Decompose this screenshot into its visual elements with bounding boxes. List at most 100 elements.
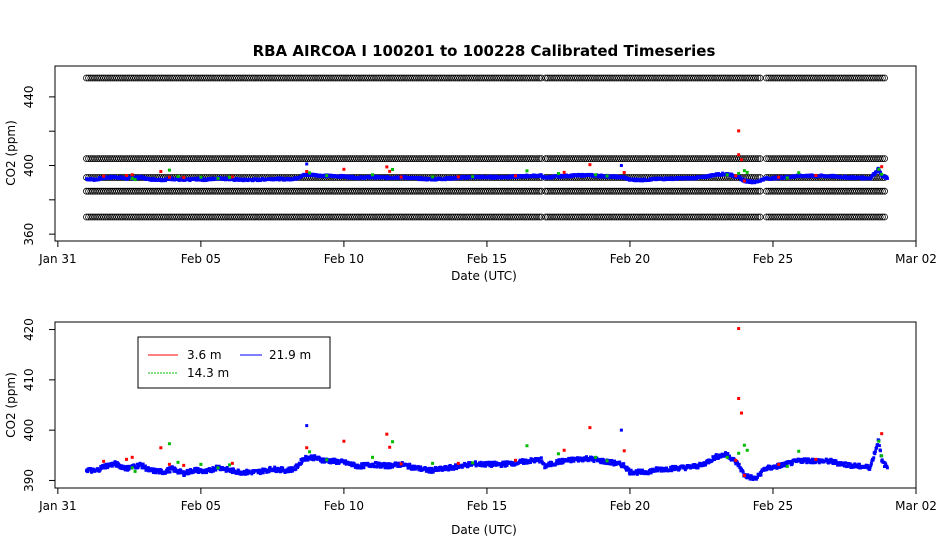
calibration-point bbox=[621, 213, 629, 221]
calibration-point bbox=[703, 187, 710, 195]
calibration-point bbox=[795, 155, 803, 163]
calibration-point bbox=[323, 213, 331, 221]
calibration-point bbox=[851, 155, 858, 163]
calibration-point bbox=[368, 74, 376, 82]
calibration-point bbox=[531, 74, 539, 82]
calibration-point bbox=[585, 155, 592, 163]
calibration-point bbox=[280, 74, 288, 82]
point-21-9m bbox=[312, 457, 316, 461]
calibration-point bbox=[89, 155, 97, 163]
calibration-point bbox=[130, 213, 138, 221]
calibration-point bbox=[346, 155, 354, 163]
point-21-9m bbox=[316, 457, 320, 461]
calibration-point bbox=[374, 187, 382, 195]
point-3-6m bbox=[399, 175, 403, 179]
calibration-point bbox=[685, 155, 693, 163]
calibration-point bbox=[696, 187, 704, 195]
calibration-point bbox=[726, 74, 734, 82]
point-3-6m bbox=[305, 170, 309, 174]
point-21-9m bbox=[168, 470, 172, 474]
calibration-point bbox=[115, 74, 122, 82]
point-21-9m bbox=[386, 466, 390, 470]
point-14-3m bbox=[797, 449, 801, 453]
calibration-point bbox=[866, 213, 873, 221]
calibration-point bbox=[346, 187, 354, 195]
calibration-point bbox=[449, 187, 457, 195]
point-21-9m bbox=[410, 467, 414, 471]
calibration-point bbox=[767, 74, 775, 82]
chart-title: RBA AIRCOA I 100201 to 100228 Calibrated… bbox=[253, 42, 716, 60]
calibration-point bbox=[160, 74, 168, 82]
calibration-point bbox=[582, 74, 590, 82]
point-3-6m bbox=[102, 174, 106, 178]
calibration-point bbox=[754, 213, 762, 221]
calibration-point bbox=[531, 155, 539, 163]
calibration-point bbox=[763, 187, 770, 195]
calibration-point bbox=[308, 155, 316, 163]
calibration-point bbox=[518, 213, 526, 221]
calibration-point bbox=[651, 187, 659, 195]
calibration-point bbox=[286, 213, 294, 221]
calibration-point bbox=[720, 155, 727, 163]
point-21-9m bbox=[613, 459, 616, 463]
calibration-point bbox=[162, 74, 170, 82]
calibration-point bbox=[859, 213, 867, 221]
calibration-point bbox=[793, 187, 800, 195]
calibration-point bbox=[555, 213, 562, 221]
calibration-point bbox=[155, 74, 163, 82]
calibration-point bbox=[645, 155, 652, 163]
calibration-point bbox=[115, 213, 122, 221]
calibration-point bbox=[250, 74, 258, 82]
calibration-point bbox=[119, 74, 127, 82]
point-21-9m bbox=[639, 471, 643, 475]
point-21-9m bbox=[622, 462, 626, 466]
calibration-point bbox=[621, 155, 629, 163]
calibration-point bbox=[286, 155, 294, 163]
calibration-point bbox=[503, 74, 511, 82]
calibration-point bbox=[567, 213, 575, 221]
calibration-point bbox=[104, 74, 112, 82]
calibration-point bbox=[516, 155, 524, 163]
calibration-point bbox=[602, 213, 609, 221]
calibration-point bbox=[111, 213, 118, 221]
calibration-point bbox=[836, 155, 843, 163]
calibration-point bbox=[130, 155, 138, 163]
calibration-point bbox=[271, 187, 279, 195]
calibration-point bbox=[243, 74, 251, 82]
calibration-point bbox=[773, 155, 781, 163]
calibration-point bbox=[464, 213, 472, 221]
point-21-9m bbox=[868, 465, 872, 469]
point-3-6m bbox=[777, 462, 781, 466]
point-3-6m bbox=[388, 169, 392, 173]
point-21-9m bbox=[227, 467, 231, 471]
calibration-point bbox=[89, 74, 97, 82]
point-21-9m bbox=[873, 172, 877, 176]
point-21-9m bbox=[528, 461, 532, 464]
calibration-point bbox=[653, 213, 661, 221]
point-14-3m bbox=[325, 458, 329, 462]
calibration-point bbox=[615, 74, 622, 82]
calibration-point bbox=[840, 74, 848, 82]
calibration-point bbox=[160, 187, 168, 195]
calibration-point bbox=[563, 74, 571, 82]
point-14-3m bbox=[525, 169, 529, 173]
calibration-point bbox=[634, 74, 642, 82]
calibration-point bbox=[389, 213, 397, 221]
calibration-point bbox=[445, 187, 453, 195]
point-21-9m bbox=[151, 471, 155, 474]
calibration-point bbox=[563, 187, 571, 195]
calibration-point bbox=[402, 213, 410, 221]
calibration-point bbox=[786, 155, 794, 163]
calibration-point bbox=[715, 74, 723, 82]
calibration-point bbox=[151, 155, 159, 163]
calibration-point bbox=[351, 187, 359, 195]
calibration-point bbox=[737, 74, 745, 82]
calibration-point bbox=[666, 155, 674, 163]
calibration-point bbox=[610, 213, 618, 221]
calibration-point bbox=[769, 155, 777, 163]
y-tick-label: 360 bbox=[22, 223, 36, 246]
calibration-point bbox=[512, 74, 519, 82]
calibration-point bbox=[436, 187, 444, 195]
calibration-point bbox=[806, 155, 813, 163]
calibration-point bbox=[417, 187, 425, 195]
